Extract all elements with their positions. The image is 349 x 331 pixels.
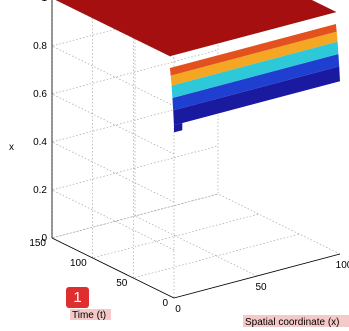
surface-band (171, 41, 339, 98)
surface-band (169, 24, 337, 76)
grid-line-t (133, 38, 300, 279)
t-axis-line (51, 237, 175, 299)
t-tick-label: 100 (70, 258, 87, 269)
surface-plateau (55, 0, 337, 57)
t-tick-label: 50 (116, 278, 128, 289)
z-tick-label: 0.6 (33, 89, 47, 100)
surface-band (170, 31, 338, 86)
z-tick-label: 0.8 (33, 41, 47, 52)
surface (55, 0, 340, 133)
grid-line-t (51, 0, 219, 239)
grid-line-t (92, 18, 259, 259)
s-tick-label: 50 (255, 282, 267, 293)
s-axis-label-highlight (243, 315, 349, 327)
axes (51, 0, 341, 299)
t-tick-label: 0 (162, 298, 168, 309)
t-axis-label-highlight (70, 309, 111, 320)
surface-front-edge (174, 123, 183, 133)
s-tick-label: 0 (175, 304, 181, 315)
z-tick-label: 0 (41, 233, 47, 244)
z-axis-label: x (9, 142, 14, 153)
grid-line-z (51, 193, 219, 299)
surface-band (173, 66, 340, 126)
z-tick-label: 1 (41, 0, 47, 4)
s-axis-line (173, 253, 341, 299)
marker-badge: 1 (66, 287, 89, 308)
t-tick-label: 150 (29, 238, 46, 249)
tick-labels: 00.20.40.60.81050100150050100 (29, 0, 349, 315)
z-tick-label: 0.4 (33, 137, 47, 148)
s-axis-label: Spatial coordinate (x) (245, 317, 340, 328)
z-tick-label: 0.2 (33, 185, 47, 196)
s-tick-label: 100 (336, 260, 349, 271)
axis-labels: Time (t) Spatial coordinate (x) x (9, 142, 349, 328)
t-axis-label: Time (t) (72, 310, 106, 321)
surface-band (172, 54, 340, 111)
